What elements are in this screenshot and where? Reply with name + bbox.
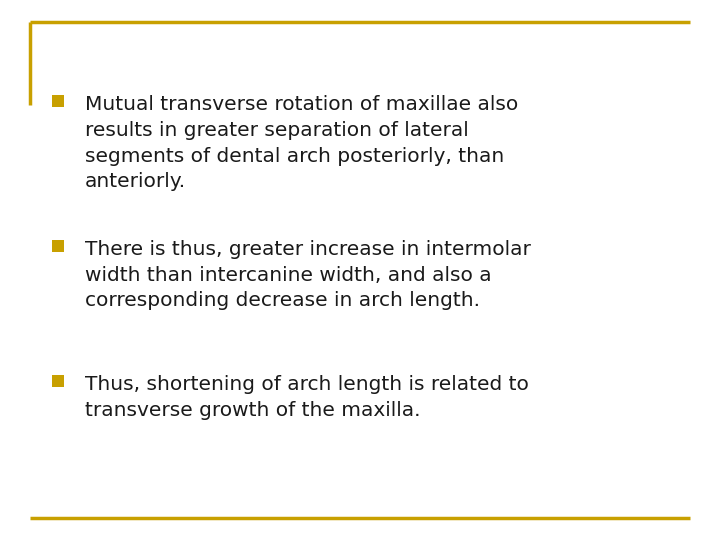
Text: Mutual transverse rotation of maxillae also
results in greater separation of lat: Mutual transverse rotation of maxillae a… <box>85 95 518 191</box>
Text: There is thus, greater increase in intermolar
width than intercanine width, and : There is thus, greater increase in inter… <box>85 240 531 310</box>
Text: Thus, shortening of arch length is related to
transverse growth of the maxilla.: Thus, shortening of arch length is relat… <box>85 375 529 420</box>
